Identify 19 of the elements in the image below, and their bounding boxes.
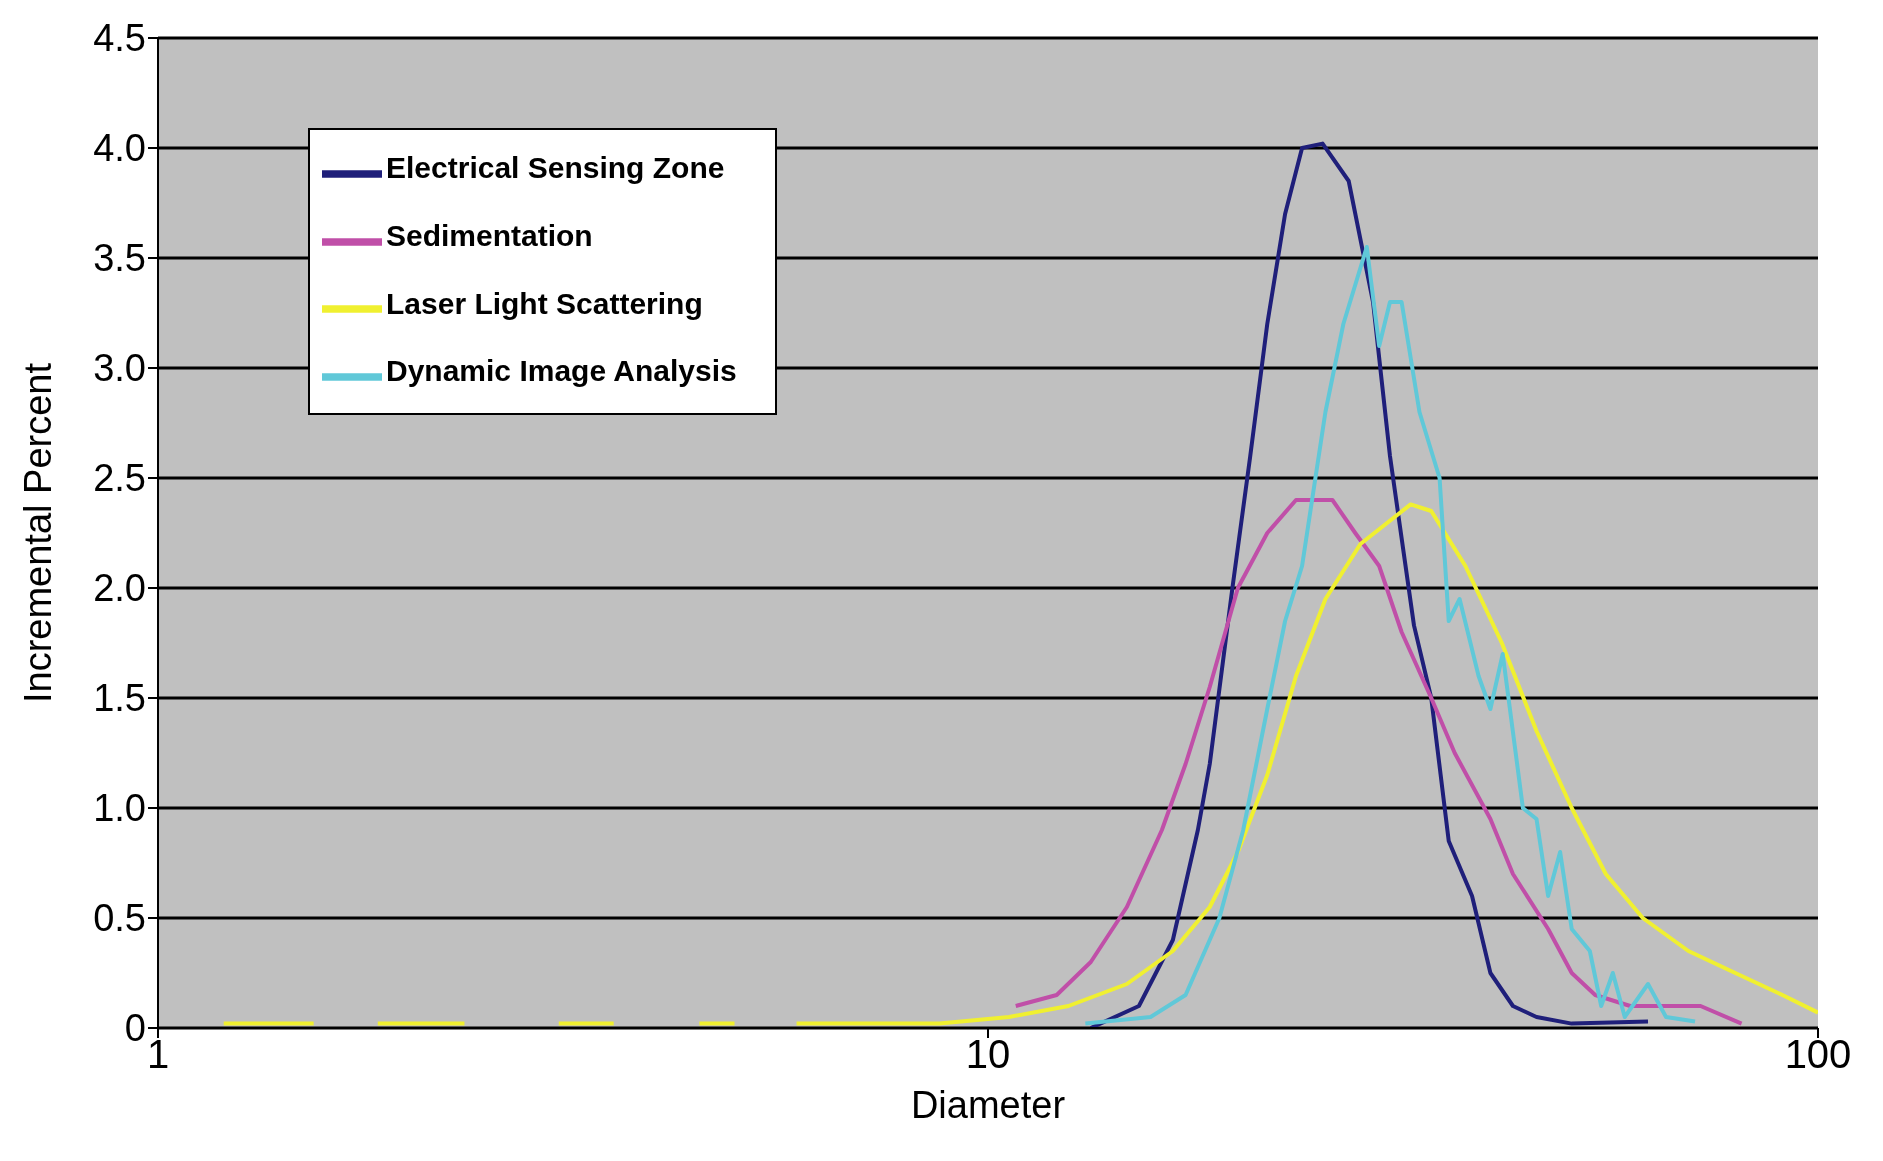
x-tick-label: 100 <box>1784 1032 1852 1077</box>
y-tick-label: 1.5 <box>93 677 146 720</box>
y-tick-label: 2.0 <box>93 567 146 610</box>
y-tick-label: 4.0 <box>93 127 146 170</box>
y-tick-label: 1.0 <box>93 787 146 830</box>
y-tick-label: 4.5 <box>93 17 146 60</box>
legend-label: Dynamic Image Analysis <box>386 354 737 388</box>
x-tick-label: 10 <box>965 1032 1011 1077</box>
x-tick-label: 1 <box>146 1032 170 1077</box>
y-axis-title: Incremental Percent <box>17 362 60 704</box>
x-axis-title: Diameter <box>910 1084 1066 1126</box>
y-tick-label: 0 <box>124 1007 146 1050</box>
y-tick-label: 0.5 <box>93 897 146 940</box>
legend-label: Sedimentation <box>386 218 593 252</box>
legend-label: Electrical Sensing Zone <box>386 151 725 184</box>
y-tick-label: 3.5 <box>93 237 146 280</box>
legend-label: Laser Light Scattering <box>386 286 703 320</box>
y-tick-label: 2.5 <box>93 457 146 500</box>
y-tick-label: 3.0 <box>93 347 146 390</box>
